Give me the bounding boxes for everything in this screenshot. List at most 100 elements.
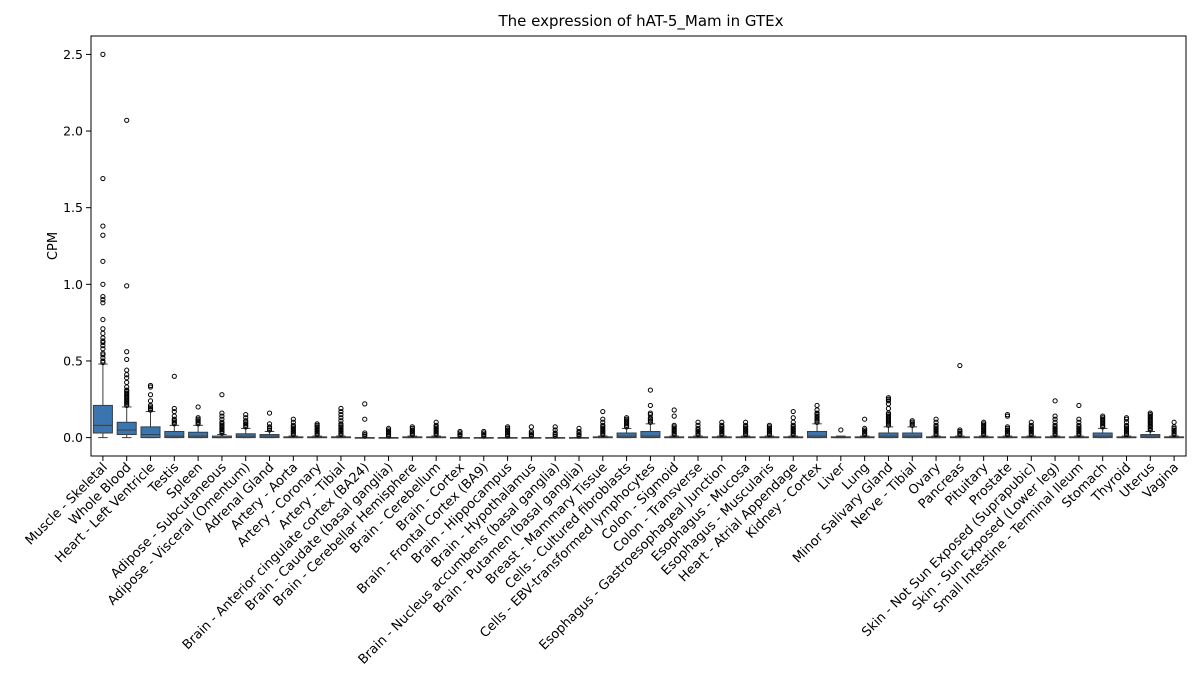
outlier-point bbox=[1076, 419, 1082, 425]
chart-title: The expression of hAT-5_Mam in GTEx bbox=[498, 12, 784, 31]
outlier-point bbox=[862, 425, 868, 432]
outlier-point bbox=[290, 419, 296, 425]
outlier-point bbox=[338, 421, 344, 427]
box bbox=[878, 432, 899, 439]
outlier-point bbox=[433, 419, 439, 425]
outlier-point bbox=[790, 422, 796, 428]
outlier-point bbox=[124, 375, 130, 381]
box bbox=[640, 430, 661, 439]
outlier-point bbox=[576, 425, 582, 432]
outlier-point bbox=[219, 419, 225, 425]
outlier-point bbox=[338, 415, 344, 421]
box-group bbox=[473, 428, 494, 439]
plot-frame bbox=[90, 35, 1187, 457]
box-group bbox=[854, 416, 875, 439]
box-group bbox=[140, 382, 161, 439]
outlier-point bbox=[1052, 398, 1058, 404]
box bbox=[92, 404, 113, 434]
y-tick-label: 0.0 bbox=[63, 430, 83, 445]
outlier-point bbox=[433, 422, 439, 428]
outlier-point bbox=[338, 408, 344, 415]
box-group bbox=[116, 117, 137, 439]
box-group bbox=[664, 407, 685, 439]
outlier-point bbox=[219, 416, 225, 422]
outlier-point bbox=[481, 428, 487, 435]
outlier-point bbox=[100, 346, 106, 352]
outlier-point bbox=[100, 258, 106, 264]
outlier-point bbox=[362, 401, 368, 407]
outlier-point bbox=[1004, 412, 1011, 418]
box-group bbox=[235, 412, 256, 439]
outlier-point bbox=[100, 300, 106, 306]
outlier-point bbox=[290, 422, 296, 428]
outlier-point bbox=[957, 427, 963, 433]
outlier-point bbox=[1004, 424, 1011, 430]
box-group bbox=[973, 419, 994, 439]
outlier-point bbox=[100, 335, 106, 341]
outlier-point bbox=[219, 413, 225, 419]
outlier-point bbox=[457, 428, 463, 435]
y-tick-label: 0.5 bbox=[63, 353, 83, 368]
box-group bbox=[568, 425, 590, 439]
box-group bbox=[1068, 402, 1089, 439]
box bbox=[188, 431, 209, 439]
outlier-point bbox=[1123, 422, 1130, 428]
outlier-point bbox=[933, 422, 939, 428]
box-group bbox=[211, 392, 232, 439]
box-group bbox=[592, 408, 613, 439]
outlier-point bbox=[195, 415, 201, 421]
y-tick-label: 1.0 bbox=[63, 277, 83, 292]
outlier-point bbox=[814, 410, 820, 416]
box-group bbox=[497, 424, 518, 439]
outlier-point bbox=[100, 223, 106, 229]
box-group bbox=[521, 424, 542, 439]
box bbox=[116, 421, 137, 436]
outlier-point bbox=[1123, 415, 1130, 421]
outlier-point bbox=[124, 356, 130, 363]
box-group bbox=[449, 428, 470, 439]
outlier-point bbox=[647, 402, 654, 409]
outlier-point bbox=[338, 405, 344, 412]
outlier-point bbox=[671, 413, 677, 419]
outlier-point bbox=[552, 427, 558, 433]
outlier-point bbox=[100, 338, 106, 344]
outlier-point bbox=[671, 422, 677, 428]
outlier-point bbox=[933, 416, 939, 422]
y-axis-label: CPM bbox=[46, 232, 61, 260]
outlier-point bbox=[314, 421, 320, 427]
box-group bbox=[949, 362, 970, 439]
outlier-point bbox=[885, 405, 892, 412]
outlier-point bbox=[171, 416, 177, 422]
outlier-point bbox=[600, 422, 606, 428]
outlier-point bbox=[790, 415, 796, 421]
outlier-point bbox=[957, 362, 963, 369]
outlier-point bbox=[1052, 422, 1058, 428]
outlier-point bbox=[838, 427, 844, 433]
outlier-point bbox=[124, 349, 130, 355]
outlier-point bbox=[124, 283, 130, 289]
box-group bbox=[1021, 419, 1042, 439]
outlier-point bbox=[100, 358, 106, 364]
outlier-point bbox=[100, 330, 106, 336]
outlier-point bbox=[885, 395, 892, 401]
box-group bbox=[378, 425, 399, 439]
outlier-point bbox=[600, 416, 606, 422]
box-group bbox=[640, 387, 661, 439]
outlier-point bbox=[600, 408, 606, 415]
outlier-point bbox=[909, 418, 915, 424]
box-group bbox=[354, 401, 375, 439]
outlier-point bbox=[743, 419, 749, 425]
outlier-point bbox=[766, 422, 773, 428]
outlier-point bbox=[100, 316, 106, 323]
outlier-point bbox=[100, 175, 106, 182]
box-group bbox=[830, 427, 851, 439]
outlier-point bbox=[695, 419, 701, 425]
box-group bbox=[687, 419, 709, 439]
outlier-point bbox=[814, 402, 820, 409]
box bbox=[902, 432, 923, 439]
outlier-point bbox=[171, 373, 177, 379]
outlier-point bbox=[266, 421, 273, 427]
box-group bbox=[402, 424, 423, 439]
box-group bbox=[1045, 398, 1066, 439]
outlier-point bbox=[1076, 416, 1082, 422]
